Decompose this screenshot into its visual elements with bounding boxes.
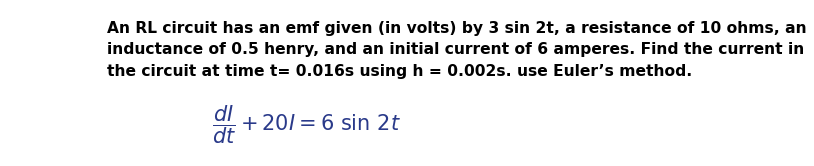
Text: $\dfrac{dI}{dt}+20I=6\ \mathrm{sin}\ 2t$: $\dfrac{dI}{dt}+20I=6\ \mathrm{sin}\ 2t$ [212, 103, 401, 146]
Text: An RL circuit has an emf given (in volts) by 3 sin 2t, a resistance of 10 ohms, : An RL circuit has an emf given (in volts… [107, 21, 807, 79]
